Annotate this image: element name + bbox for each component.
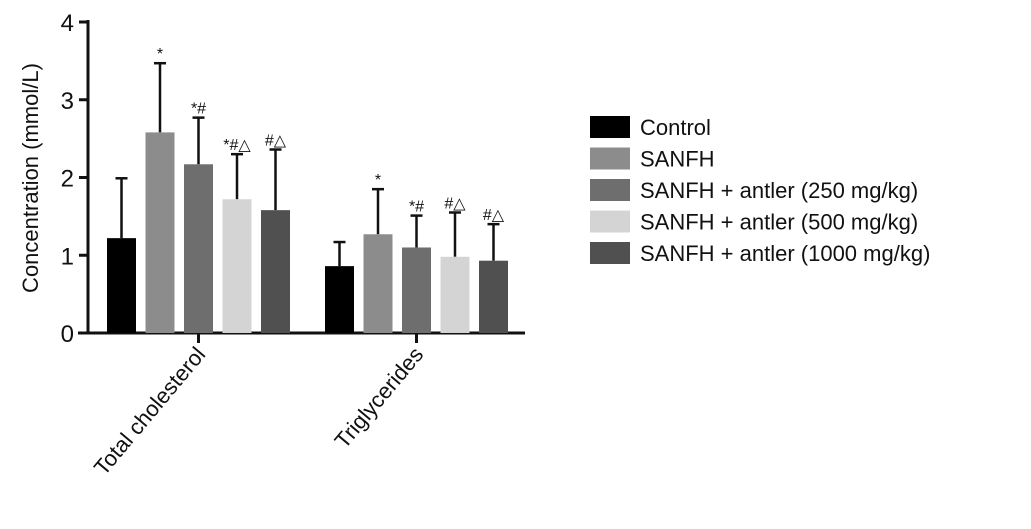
- bar: [107, 238, 136, 333]
- x-tick-label: Total cholesterol: [89, 342, 210, 480]
- bar: [184, 164, 213, 333]
- bar: [440, 256, 470, 333]
- bar: [145, 132, 175, 333]
- legend-swatch: [590, 179, 630, 201]
- significance-label: *: [157, 46, 163, 63]
- legend-label: Control: [640, 115, 711, 140]
- legend-swatch: [590, 147, 630, 170]
- y-tick-label: 1: [61, 243, 74, 270]
- bar: [402, 247, 431, 333]
- significance-label: #△: [483, 207, 505, 224]
- significance-label: *#: [191, 101, 206, 118]
- significance-label: *: [375, 172, 381, 189]
- significance-label: *#: [409, 199, 424, 216]
- y-tick-label: 3: [61, 88, 74, 115]
- legend-label: SANFH: [640, 147, 715, 172]
- bar: [479, 260, 508, 333]
- y-axis-label: Concentration (mmol/L): [18, 63, 43, 293]
- x-tick-label: Triglycerides: [330, 342, 429, 453]
- significance-label: *#△: [223, 137, 251, 154]
- bar: [363, 234, 393, 333]
- y-tick-label: 2: [61, 166, 74, 193]
- legend-swatch: [590, 242, 630, 264]
- y-tick-label: 4: [61, 10, 74, 37]
- legend-label: SANFH + antler (1000 mg/kg): [640, 241, 930, 266]
- bar: [222, 199, 252, 333]
- legend-swatch: [590, 116, 630, 138]
- bar: [325, 266, 354, 333]
- significance-label: #△: [444, 195, 466, 212]
- legend-label: SANFH + antler (250 mg/kg): [640, 178, 918, 203]
- legend-swatch: [590, 210, 630, 233]
- significance-label: #△: [265, 133, 287, 150]
- legend-label: SANFH + antler (500 mg/kg): [640, 210, 918, 235]
- y-tick-label: 0: [61, 321, 74, 348]
- bar: [261, 210, 290, 333]
